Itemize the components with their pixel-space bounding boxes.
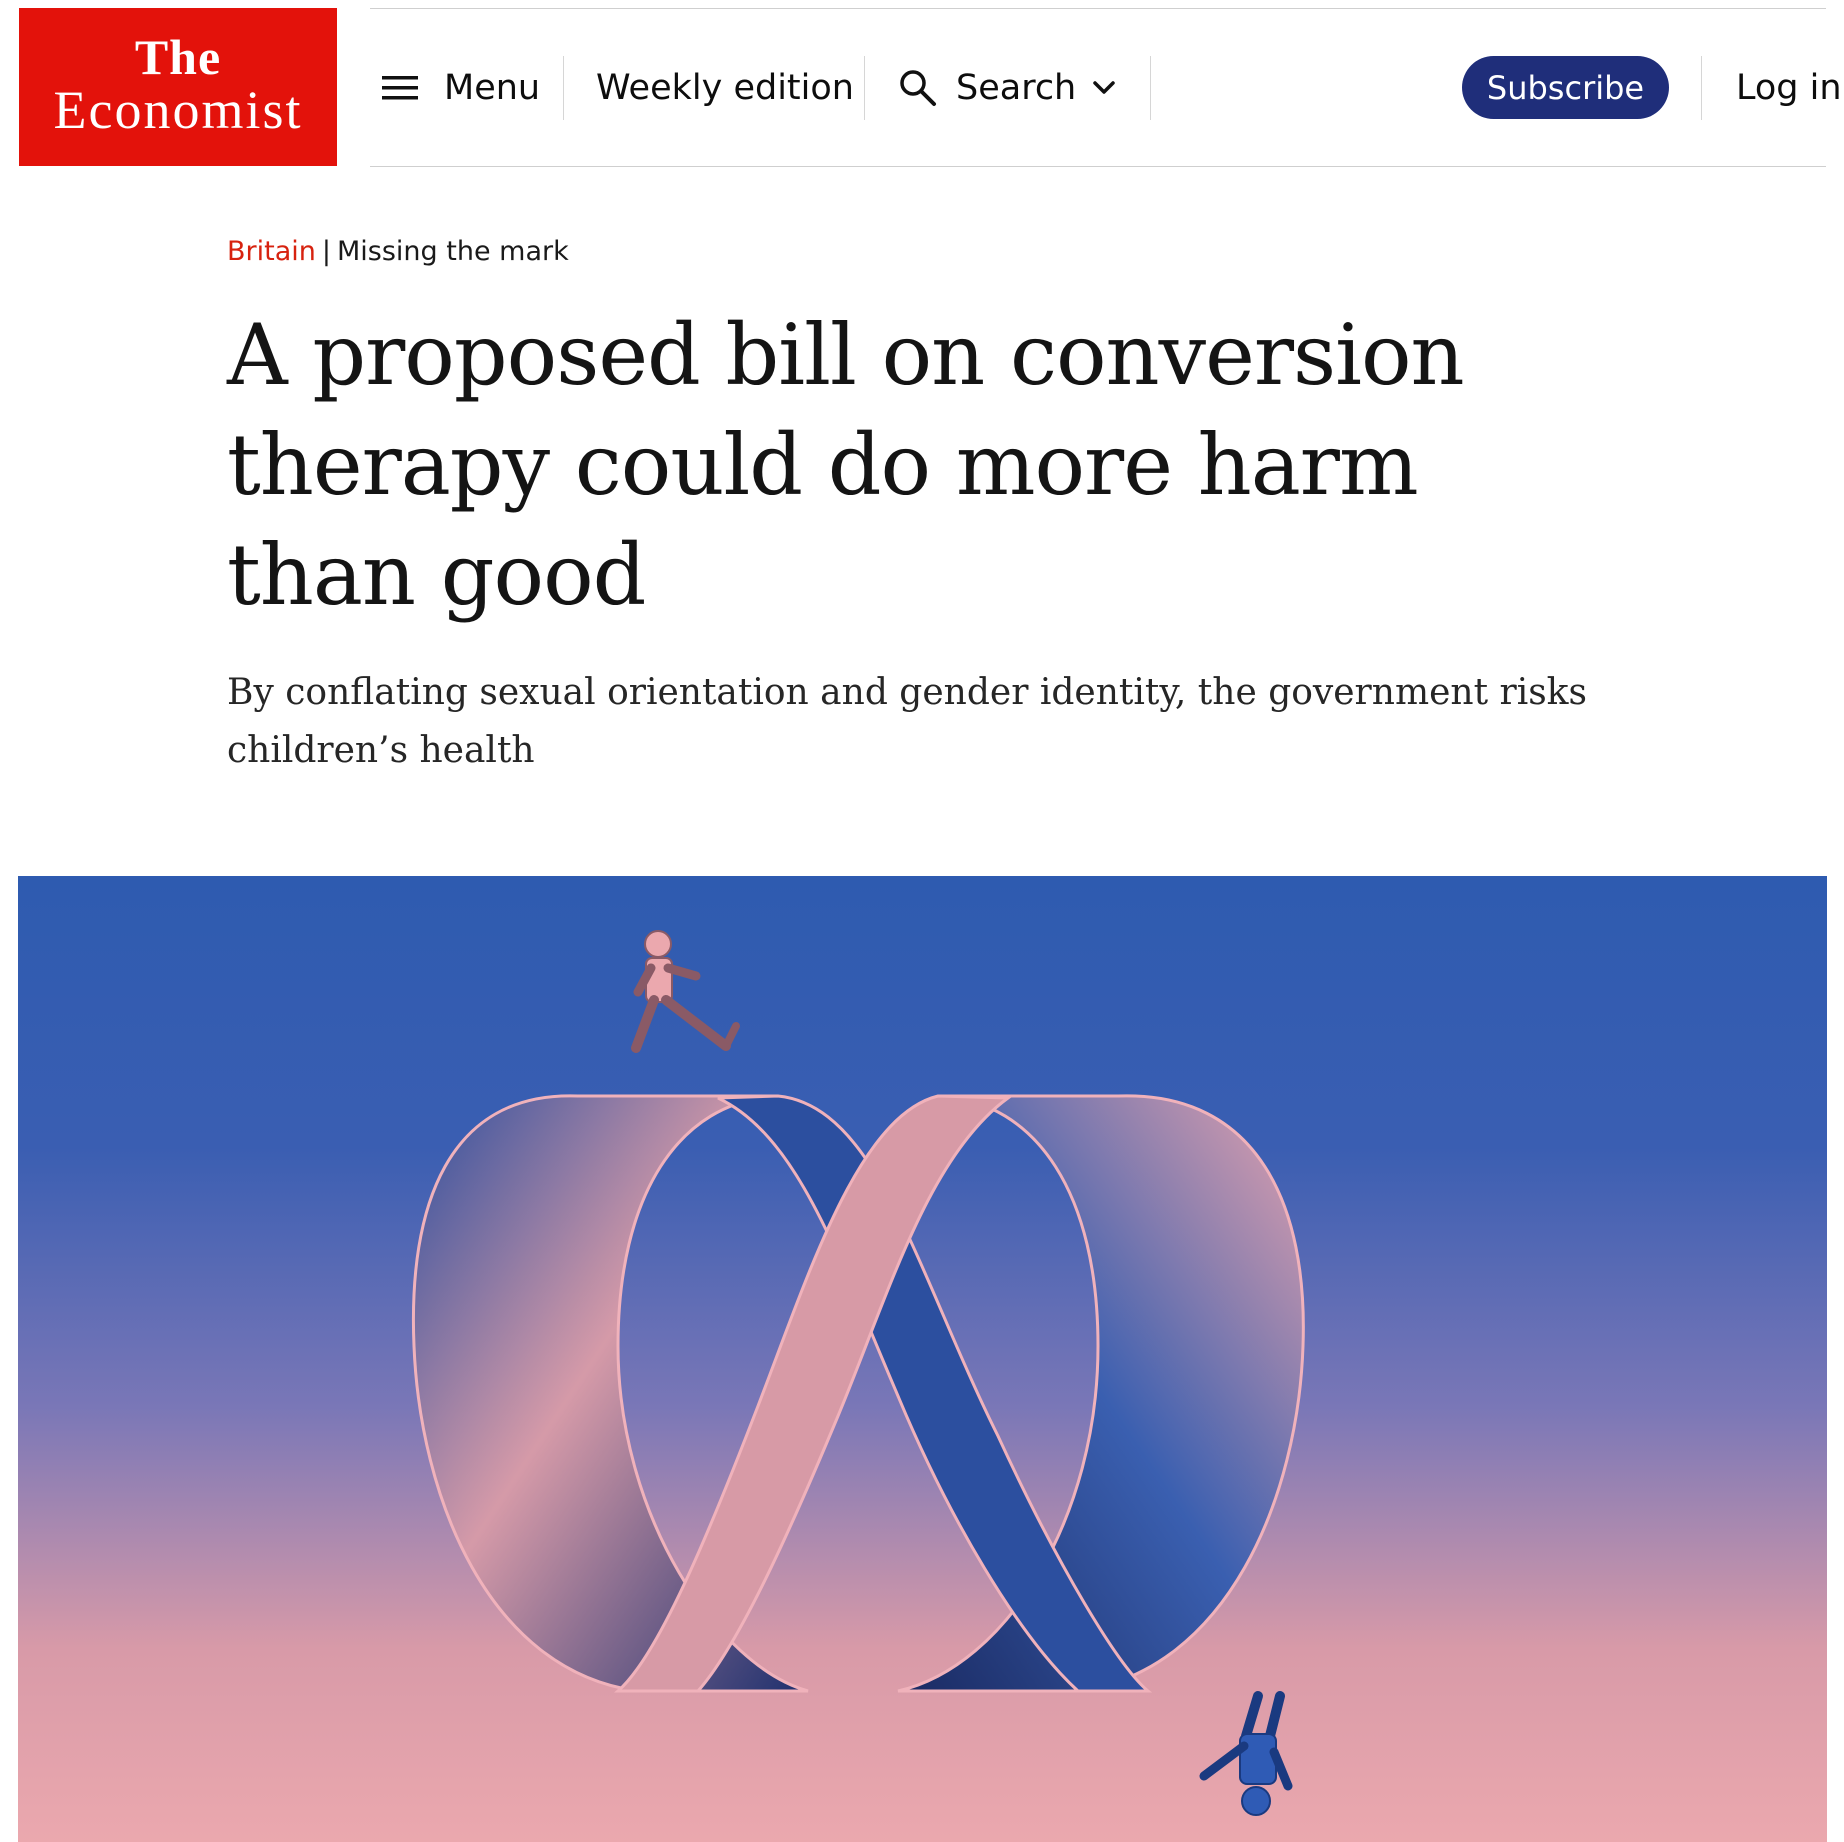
kicker-separator: | xyxy=(321,236,331,267)
hanging-figure xyxy=(1199,1691,1293,1816)
weekly-edition-link[interactable]: Weekly edition xyxy=(596,68,854,108)
hero-illustration xyxy=(18,876,1827,1842)
menu-button[interactable]: Menu xyxy=(382,60,540,116)
article-rubric: Missing the mark xyxy=(336,236,569,267)
subscribe-button[interactable]: Subscribe xyxy=(1462,56,1669,119)
nav-divider xyxy=(1701,56,1702,120)
economist-logo[interactable]: The Economist xyxy=(19,8,337,166)
chevron-down-icon xyxy=(1092,80,1116,96)
nav-top-rule xyxy=(370,8,1826,9)
nav-bottom-rule xyxy=(370,166,1826,167)
infinity-loop-left xyxy=(411,1094,809,1693)
article-kicker: Britain | Missing the mark xyxy=(227,236,569,267)
section-link[interactable]: Britain xyxy=(227,236,316,267)
search-label: Search xyxy=(956,68,1077,108)
login-link[interactable]: Log in xyxy=(1736,68,1842,108)
article-subheadline: By conflating sexual orientation and gen… xyxy=(227,672,1587,771)
nav-divider xyxy=(563,56,564,120)
article-headline: A proposed bill on conversion therapy co… xyxy=(227,306,1465,624)
walking-figure xyxy=(631,930,740,1053)
hamburger-icon xyxy=(382,74,420,102)
nav-divider xyxy=(864,56,865,120)
search-button[interactable]: Search xyxy=(898,60,1116,116)
logo-line-1: The xyxy=(134,29,222,85)
search-icon xyxy=(898,68,938,108)
logo-line-2: Economist xyxy=(53,80,303,140)
nav-divider xyxy=(1150,56,1151,120)
menu-label: Menu xyxy=(444,68,541,108)
infinity-cross-2 xyxy=(614,1094,1013,1693)
